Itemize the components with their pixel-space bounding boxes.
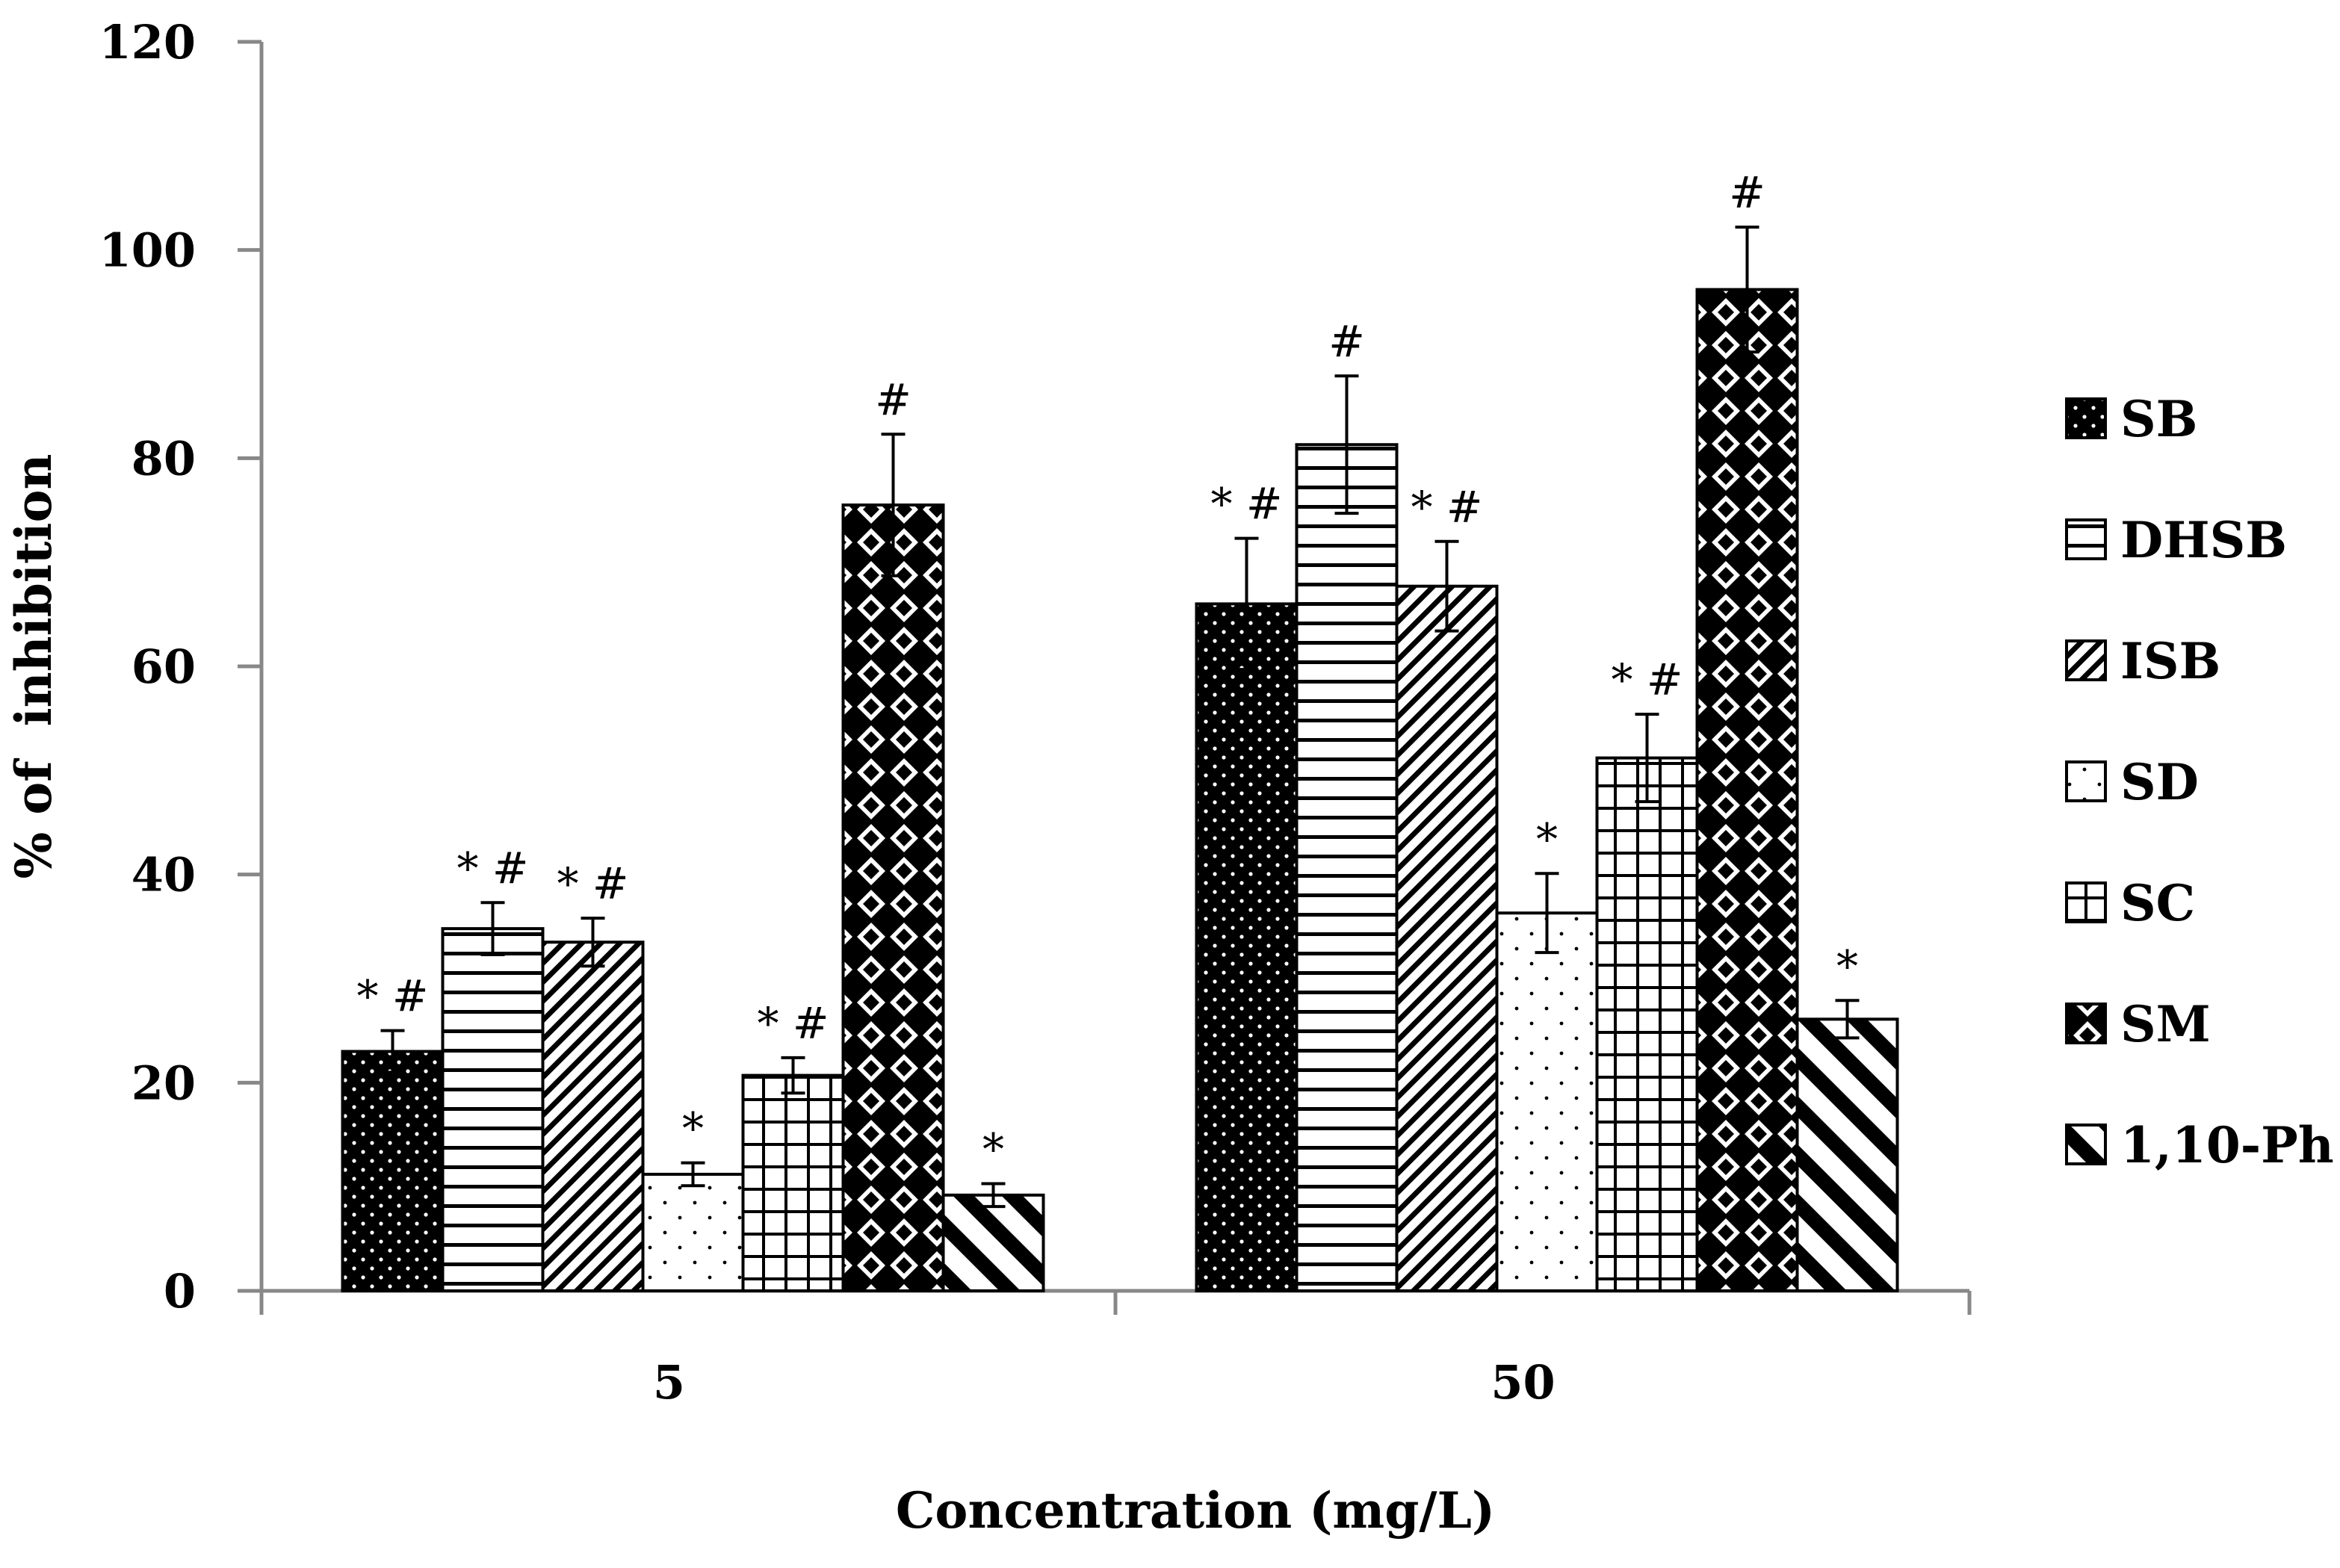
bar-sd-5 — [641, 1172, 745, 1292]
significance-label: * — [682, 1103, 704, 1154]
y-tick-label: 120 — [99, 15, 196, 69]
x-tick-label: 5 — [653, 1355, 685, 1410]
bar-sb-5 — [341, 1050, 445, 1292]
y-ticks: 0 20 40 60 80 100 120 — [99, 15, 261, 1318]
legend-swatch — [2065, 639, 2107, 681]
bar-dhsb-50 — [1295, 443, 1399, 1292]
legend-swatch — [2065, 760, 2107, 802]
significance-label: # — [1328, 316, 1365, 367]
bars — [341, 288, 1899, 1293]
bar-sm-5 — [841, 503, 945, 1292]
legend-swatch — [2065, 881, 2107, 923]
legend-swatch — [2065, 1003, 2107, 1044]
bar-dhsb-5 — [441, 927, 545, 1292]
legend-label: 1,10-Ph — [2120, 1116, 2334, 1174]
x-axis-title: Concentration (mg/L) — [896, 1481, 1495, 1540]
significance-label: * # — [757, 998, 829, 1049]
significance-label: * # — [1411, 482, 1482, 533]
legend-swatch — [2065, 397, 2107, 439]
legend-label: SB — [2120, 390, 2197, 448]
legend-swatch — [2065, 1124, 2107, 1165]
significance-label: * — [1536, 814, 1558, 864]
y-tick-label: 20 — [131, 1056, 196, 1110]
y-tick-label: 40 — [131, 848, 196, 902]
error-bars — [380, 226, 1860, 1209]
significance-label: * # — [557, 858, 628, 909]
legend-label: DHSB — [2120, 511, 2287, 569]
bar-sd-50 — [1495, 911, 1599, 1292]
significance-label: # — [875, 374, 911, 425]
x-tick-labels: 5 50 — [653, 1355, 1556, 1410]
y-tick-label: 0 — [164, 1264, 196, 1318]
bar-sc-5 — [741, 1073, 845, 1292]
significance-label: * — [1836, 941, 1858, 991]
bar-1-10-ph-50 — [1795, 1017, 1899, 1292]
legend-swatch — [2065, 518, 2107, 560]
significance-label: * # — [456, 843, 528, 893]
legend: SB DHSB ISB SD SC SM 1,10-Ph — [2065, 390, 2334, 1174]
bar-isb-5 — [541, 941, 645, 1292]
legend-label: SD — [2120, 753, 2199, 811]
significance-label: * # — [356, 971, 428, 1022]
bar-sm-50 — [1695, 288, 1799, 1293]
legend-label: SM — [2120, 995, 2211, 1053]
y-tick-label: 100 — [99, 223, 196, 278]
bar-sc-50 — [1595, 756, 1699, 1292]
significance-label: * # — [1210, 479, 1282, 530]
legend-label: SC — [2120, 874, 2195, 932]
bar-sb-50 — [1195, 602, 1299, 1292]
significance-label: # — [1729, 167, 1765, 218]
y-tick-label: 60 — [131, 639, 196, 694]
y-tick-label: 80 — [131, 431, 196, 486]
legend-label: ISB — [2120, 632, 2220, 690]
x-tick-label: 50 — [1491, 1355, 1555, 1410]
bar-1-10-ph-5 — [941, 1193, 1045, 1293]
bar-isb-50 — [1395, 584, 1499, 1292]
significance-label: * — [982, 1124, 1004, 1174]
significance-label: * # — [1611, 654, 1683, 705]
y-axis-title: % of inhibition — [4, 454, 63, 879]
significance-annotations: * # * # * # * * # # * * # # * # * * # # * — [356, 167, 1858, 1174]
